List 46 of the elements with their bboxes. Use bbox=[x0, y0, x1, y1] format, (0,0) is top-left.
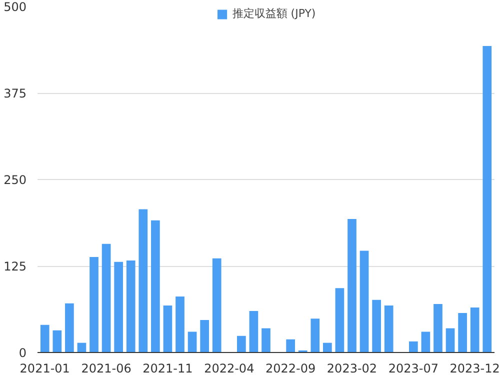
y-tick-label: 500 bbox=[4, 0, 26, 14]
bar bbox=[102, 244, 111, 352]
bar bbox=[323, 342, 332, 352]
bar bbox=[114, 262, 124, 352]
x-tick-label: 2021-11 bbox=[142, 362, 193, 375]
x-tick-label: 2021-06 bbox=[81, 362, 132, 375]
bar bbox=[249, 310, 258, 352]
x-tick-label: 2023-02 bbox=[326, 362, 378, 375]
bar bbox=[176, 296, 184, 352]
y-tick-label: 125 bbox=[4, 260, 26, 274]
bar bbox=[310, 318, 320, 352]
legend-label: 推定収益額 (JPY) bbox=[232, 6, 316, 21]
bar bbox=[446, 328, 455, 352]
x-tick-label: 2023-12 bbox=[450, 362, 500, 375]
bar bbox=[348, 218, 356, 352]
bar bbox=[434, 304, 442, 352]
bar bbox=[65, 303, 74, 352]
bar bbox=[52, 330, 62, 352]
bar bbox=[335, 288, 344, 352]
y-tick-label: 375 bbox=[4, 86, 26, 100]
bar bbox=[262, 328, 270, 352]
bar bbox=[151, 220, 160, 352]
bar bbox=[384, 305, 394, 352]
bar bbox=[163, 305, 172, 352]
bar bbox=[188, 332, 197, 352]
bar bbox=[40, 324, 50, 352]
bar bbox=[138, 209, 148, 352]
bar bbox=[421, 332, 430, 352]
bar bbox=[126, 260, 136, 352]
bar bbox=[482, 46, 492, 352]
x-tick-label: 2021-01 bbox=[20, 362, 70, 375]
bar bbox=[286, 339, 295, 352]
bar bbox=[408, 341, 418, 352]
x-tick-label: 2022-09 bbox=[266, 362, 316, 375]
x-tick-label: 2022-04 bbox=[204, 362, 254, 375]
bar bbox=[200, 320, 209, 352]
bar bbox=[90, 257, 98, 352]
bar bbox=[237, 336, 246, 352]
x-tick-label: 2023-07 bbox=[388, 362, 438, 375]
bar bbox=[360, 250, 369, 352]
y-tick-label: 250 bbox=[4, 173, 26, 187]
bar bbox=[372, 300, 381, 352]
bar bbox=[470, 308, 480, 352]
bar bbox=[212, 258, 222, 352]
bar bbox=[458, 313, 467, 352]
y-tick-label: 0 bbox=[18, 346, 27, 360]
